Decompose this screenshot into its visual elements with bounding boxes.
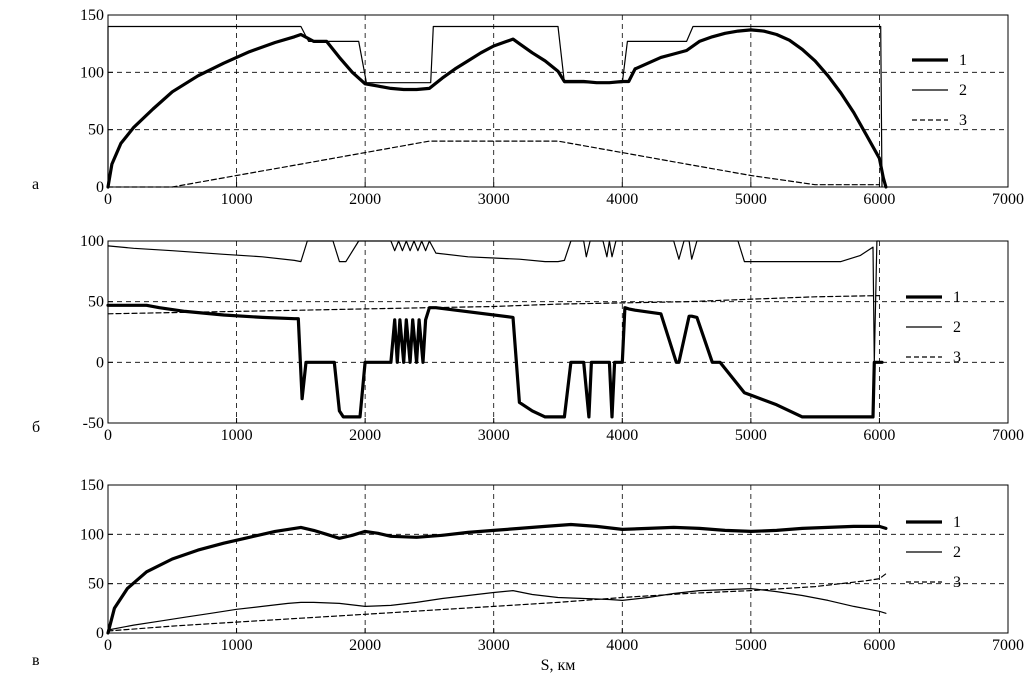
legend-label-2: 2 [953, 544, 961, 561]
legend-label-3: 3 [953, 574, 961, 591]
x-tick-label: 0 [104, 427, 112, 444]
plot-area [107, 484, 1009, 634]
y-tick-labels: 0 50 100 150 [80, 7, 104, 196]
legend: 1 2 3 [906, 289, 961, 366]
y-tick-label: 0 [96, 179, 104, 196]
legend-label-2: 2 [953, 319, 961, 336]
x-tick-label: 0 [104, 637, 112, 654]
panel-letter: в [32, 652, 40, 669]
x-tick-label: 3000 [478, 637, 510, 654]
x-tick-label: 3000 [478, 427, 510, 444]
series-line-3 [107, 295, 881, 315]
x-tick-label: 5000 [735, 637, 767, 654]
x-tick-label: 4000 [606, 191, 638, 208]
legend-label-1: 1 [959, 52, 967, 69]
series-line-1 [106, 28, 888, 189]
y-tick-labels: 0 50 100 150 [80, 477, 104, 642]
y-tick-label: 100 [80, 526, 104, 543]
y-tick-label: 50 [88, 576, 104, 593]
series-line-3 [107, 573, 887, 632]
x-tick-label: 6000 [863, 427, 895, 444]
y-tick-label: 100 [80, 64, 104, 81]
x-tick-label: 4000 [606, 427, 638, 444]
grid [107, 14, 1009, 188]
series-lines [106, 522, 888, 635]
x-tick-label: 1000 [221, 191, 253, 208]
legend-label-3: 3 [959, 112, 967, 129]
series-line-3 [107, 140, 881, 188]
panel-c: 0 1000 2000 3000 4000 5000 6000 7000 050100150 … [32, 477, 1024, 669]
x-tick-labels: 0 1000 2000 3000 4000 5000 6000 7000 [104, 637, 1024, 654]
x-tick-label: 1000 [221, 637, 253, 654]
x-tick-label: 1000 [221, 427, 253, 444]
y-tick-label: 0 [96, 354, 104, 371]
series-lines [106, 25, 888, 189]
x-tick-label: 7000 [992, 191, 1024, 208]
y-tick-label: 50 [88, 294, 104, 311]
grid [107, 240, 1009, 424]
x-tick-label: 7000 [992, 427, 1024, 444]
series-line-1 [106, 522, 888, 635]
panel-letter: а [32, 176, 39, 193]
x-tick-label: 7000 [992, 637, 1024, 654]
grid [107, 484, 1009, 634]
x-tick-label: 3000 [478, 191, 510, 208]
y-tick-label: 150 [80, 7, 104, 24]
series-line-1 [106, 303, 884, 419]
y-tick-label: 0 [96, 625, 104, 642]
series-line-2 [107, 25, 883, 188]
x-tick-labels: 0 1000 2000 3000 4000 5000 6000 7000 [104, 427, 1024, 444]
panel-b: 0 1000 2000 3000 4000 5000 6000 7000 -50050100 … [32, 233, 1024, 444]
panel-a: 0 1000 2000 3000 4000 5000 6000 7000 050100150 … [32, 7, 1024, 208]
x-tick-labels: 0 1000 2000 3000 4000 5000 6000 7000 [104, 191, 1024, 208]
plot-area [107, 240, 1009, 424]
legend-label-3: 3 [953, 349, 961, 366]
series-line-2 [107, 240, 881, 363]
x-tick-label: 2000 [349, 427, 381, 444]
x-tick-label: 6000 [863, 191, 895, 208]
y-tick-label: 150 [80, 477, 104, 494]
series-line-2 [107, 587, 887, 631]
y-tick-label: 50 [88, 122, 104, 139]
x-tick-label: 5000 [735, 191, 767, 208]
x-axis-label: S, км [541, 657, 576, 674]
x-tick-label: 0 [104, 191, 112, 208]
y-tick-label: 100 [80, 233, 104, 250]
x-tick-label: 4000 [606, 637, 638, 654]
panel-letter: б [32, 419, 40, 436]
legend: 1 2 3 [912, 52, 967, 129]
legend-label-1: 1 [953, 289, 961, 306]
x-tick-label: 2000 [349, 191, 381, 208]
series-lines [106, 240, 884, 419]
plot-area [107, 14, 1009, 188]
legend-label-1: 1 [953, 514, 961, 531]
y-tick-labels: -50 0 50 100 [80, 233, 104, 432]
x-tick-label: 2000 [349, 637, 381, 654]
x-tick-label: 6000 [863, 637, 895, 654]
legend-label-2: 2 [959, 82, 967, 99]
x-tick-label: 5000 [735, 427, 767, 444]
legend: 1 2 3 [906, 514, 961, 591]
y-tick-label: -50 [83, 415, 104, 432]
